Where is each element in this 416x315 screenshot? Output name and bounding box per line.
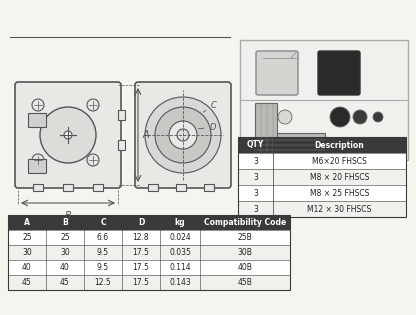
Text: D: D [198, 123, 216, 132]
Text: 0.024: 0.024 [169, 233, 191, 242]
Text: A: A [24, 218, 30, 227]
Bar [28, 113, 46, 127]
Bar [33, 184, 43, 191]
Text: 0.035: 0.035 [169, 248, 191, 257]
Bar [238, 169, 406, 185]
Text: M12 × 30 FHSCS: M12 × 30 FHSCS [307, 204, 371, 214]
Circle shape [87, 154, 99, 166]
FancyBboxPatch shape [135, 82, 231, 188]
Bar [238, 153, 406, 169]
Bar [240, 40, 408, 160]
Bar [28, 159, 46, 173]
Circle shape [64, 131, 72, 139]
Bar [8, 275, 290, 290]
Circle shape [330, 107, 350, 127]
Circle shape [258, 107, 278, 127]
Text: 45: 45 [22, 278, 32, 287]
Text: 6.6: 6.6 [97, 233, 109, 242]
Text: 12.5: 12.5 [94, 278, 111, 287]
Circle shape [40, 107, 96, 163]
Bar [204, 184, 214, 191]
Circle shape [278, 110, 292, 124]
Text: A: A [143, 130, 150, 140]
Bar [238, 185, 406, 201]
Text: 40B: 40B [238, 263, 253, 272]
Text: 30B: 30B [238, 248, 253, 257]
Text: 30: 30 [22, 248, 32, 257]
Text: 40: 40 [60, 263, 70, 272]
Text: 0.143: 0.143 [169, 278, 191, 287]
Text: B: B [64, 211, 72, 221]
Bar [8, 230, 290, 245]
FancyBboxPatch shape [318, 51, 360, 95]
Text: Description: Description [314, 140, 364, 150]
Circle shape [32, 154, 44, 166]
Text: 9.5: 9.5 [97, 248, 109, 257]
Text: 25: 25 [60, 233, 70, 242]
Text: M6×20 FHSCS: M6×20 FHSCS [312, 157, 367, 165]
Text: 3: 3 [253, 157, 258, 165]
Bar [238, 201, 406, 217]
Circle shape [373, 112, 383, 122]
Text: 12.8: 12.8 [133, 233, 149, 242]
Text: 17.5: 17.5 [133, 263, 149, 272]
Circle shape [353, 110, 367, 124]
Text: 25: 25 [22, 233, 32, 242]
Text: C: C [100, 218, 106, 227]
Text: 25B: 25B [238, 233, 253, 242]
Bar [255, 103, 277, 155]
Text: M8 × 20 FHSCS: M8 × 20 FHSCS [310, 173, 369, 181]
Bar [8, 245, 290, 260]
Text: 3: 3 [253, 173, 258, 181]
Text: D: D [138, 218, 144, 227]
Text: 45B: 45B [238, 278, 253, 287]
Text: M8 × 25 FHSCS: M8 × 25 FHSCS [310, 188, 369, 198]
Text: 17.5: 17.5 [133, 248, 149, 257]
Text: 3: 3 [253, 204, 258, 214]
Text: QTY: QTY [247, 140, 264, 150]
Circle shape [145, 97, 221, 173]
Bar [238, 137, 406, 217]
Bar [63, 184, 73, 191]
FancyBboxPatch shape [15, 82, 121, 188]
Text: 9.5: 9.5 [97, 263, 109, 272]
Text: 3: 3 [253, 188, 258, 198]
Circle shape [155, 107, 211, 163]
Text: B: B [62, 218, 68, 227]
Bar [8, 215, 290, 230]
Bar [148, 184, 158, 191]
Bar [8, 215, 290, 290]
Bar [118, 140, 125, 150]
Text: 40: 40 [22, 263, 32, 272]
Text: Compatibility Code: Compatibility Code [204, 218, 286, 227]
Bar [93, 184, 103, 191]
Circle shape [87, 99, 99, 111]
Bar [8, 260, 290, 275]
Circle shape [169, 121, 197, 149]
Text: 30: 30 [60, 248, 70, 257]
Text: 45: 45 [60, 278, 70, 287]
Bar [176, 184, 186, 191]
Text: kg: kg [175, 218, 185, 227]
Bar [238, 137, 406, 153]
Circle shape [32, 99, 44, 111]
Text: 17.5: 17.5 [133, 278, 149, 287]
Text: 0.114: 0.114 [169, 263, 191, 272]
Text: C: C [203, 101, 217, 112]
Bar [118, 110, 125, 120]
FancyBboxPatch shape [256, 51, 298, 95]
Circle shape [177, 129, 189, 141]
Bar [255, 133, 325, 155]
